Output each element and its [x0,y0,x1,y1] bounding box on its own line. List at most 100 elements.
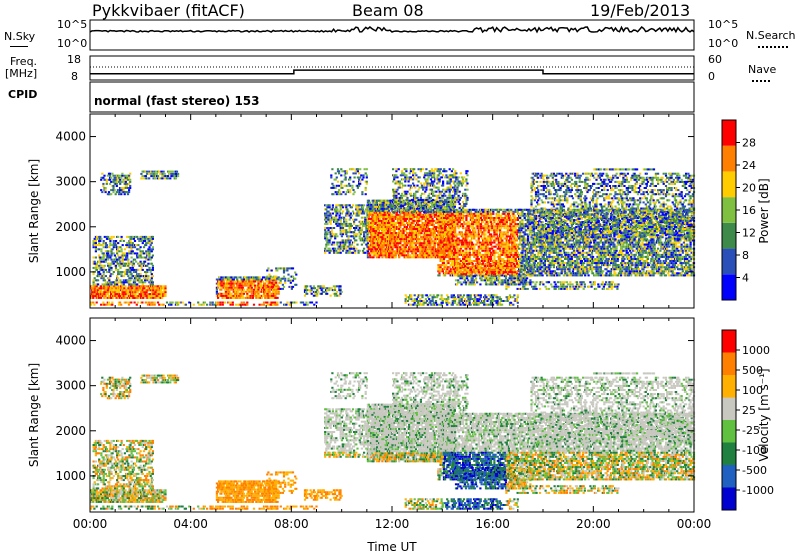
power-cell [335,233,338,236]
power-cell [416,184,419,187]
power-cell [338,193,341,196]
power-cell [157,175,160,178]
power-cell [277,290,280,293]
nsky-tick-low: 10^0 [57,37,87,50]
power-cell [258,284,261,287]
power-cell [140,177,143,180]
power-cell [400,192,404,195]
power-cell [365,168,368,171]
power-cell [291,275,295,278]
power-cell [351,204,355,207]
cpid-text: normal (fast stereo) 153 [94,94,260,108]
power-cell [287,273,290,276]
power-cell [422,168,425,171]
power-cell [328,206,331,209]
power-cell [444,176,447,179]
power-cell [117,303,121,306]
power-cell [370,246,373,249]
power-cell [382,232,385,235]
power-cell [374,201,377,204]
power-cell [405,244,409,247]
power-cell [409,254,412,257]
power-cell [184,303,187,306]
power-cell [277,267,280,270]
power-cell [404,234,407,237]
power-cell [128,189,131,192]
power-cell [370,213,373,216]
power-cell [116,176,119,179]
power-cell [423,234,426,237]
power-cell [230,292,233,295]
power-cell [331,247,334,250]
power-cell [339,285,342,288]
power-cell [375,236,378,239]
power-cell [358,224,361,227]
power-cell [148,293,151,296]
power-cell [341,249,345,252]
power-cell [385,207,388,210]
power-cell [330,235,333,238]
power-cell [351,210,355,213]
power-cell [339,208,342,211]
power-cell [402,184,405,187]
power-cell [353,245,356,248]
power-cell [448,168,451,171]
nsky-line-key [10,46,28,47]
power-cell [364,216,367,219]
power-cell [116,189,119,192]
power-cell [419,256,422,259]
power-cell [96,296,99,299]
power-cell [157,293,160,296]
power-cell [145,275,148,278]
power-cell [145,258,148,261]
power-cell [250,276,253,279]
power-cell [108,237,111,240]
power-cell [93,303,96,306]
power-cell [454,196,457,199]
power-cell [378,219,381,222]
power-cell [115,291,118,294]
power-cell [254,284,257,287]
power-cell [91,291,94,294]
power-cell [242,278,245,281]
power-cell [397,203,400,205]
power-cell [152,293,155,296]
power-cell [381,248,384,251]
power-cell [375,246,378,249]
power-cell [131,252,134,255]
power-cell [110,176,113,179]
power-cell [358,235,361,238]
power-cell [336,212,339,215]
power-cell [222,294,225,297]
power-cell [107,256,110,259]
power-cell [338,210,341,213]
power-cell [417,224,420,226]
power-cell [324,229,327,232]
power-cell [290,287,293,290]
nsearch-line-key [758,46,788,48]
power-cell [325,220,328,223]
power-cell [257,288,260,291]
power-cell [433,211,436,214]
power-cell [108,271,111,273]
power-cell [303,289,307,292]
power-cell [417,226,420,228]
power-cell [112,295,115,297]
power-cell [246,294,249,297]
power-cell [371,204,375,207]
power-cell [389,217,392,220]
power-cell [122,254,125,257]
power-cell [245,280,248,283]
power-cell [360,216,363,219]
power-cell [246,303,249,306]
power-cell [153,175,156,178]
power-cell [347,235,350,238]
power-cell [349,176,352,179]
power-cell [132,291,135,294]
power-cell [98,264,101,267]
power-cell [245,284,248,287]
power-cell [148,295,151,297]
power-cell [220,292,223,295]
power-cell [415,178,418,181]
power-cell [102,252,105,255]
